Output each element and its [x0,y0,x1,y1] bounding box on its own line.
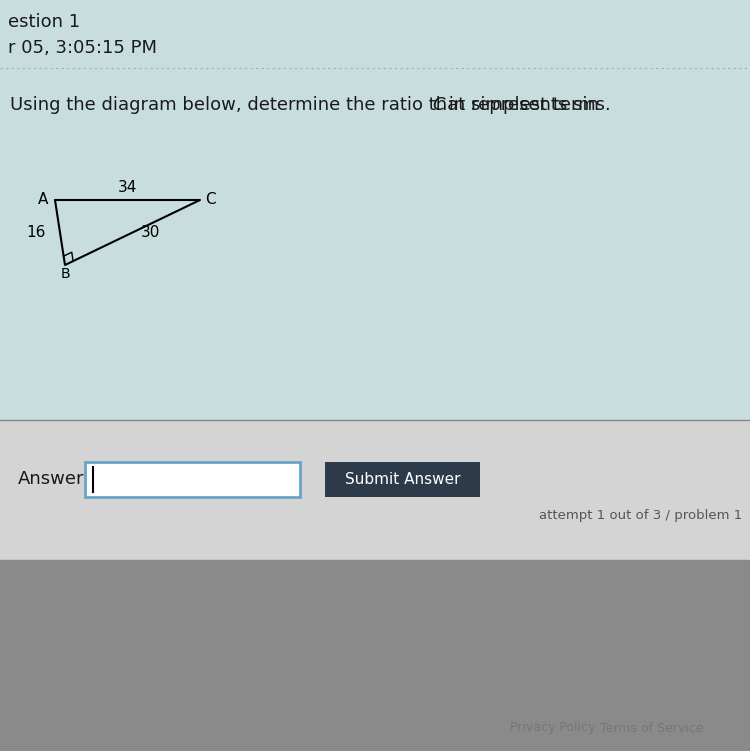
Text: attempt 1 out of 3 / problem 1: attempt 1 out of 3 / problem 1 [538,508,742,521]
Bar [0,560,750,751]
Text: 30: 30 [140,225,160,240]
Text: in simplest terms.: in simplest terms. [443,96,610,114]
Text: 16: 16 [27,225,46,240]
Text: B: B [60,267,70,281]
Text: Using the diagram below, determine the ratio that represents sin: Using the diagram below, determine the r… [10,96,604,114]
Text: A: A [38,192,48,207]
Bar [85,462,300,496]
Text: r 05, 3:05:15 PM: r 05, 3:05:15 PM [8,39,157,57]
Text: Privacy Policy: Privacy Policy [510,722,596,734]
Text: Answer:: Answer: [18,470,90,488]
Text: estion 1: estion 1 [8,13,80,31]
Text: 34: 34 [118,180,137,195]
Bar [0,420,750,560]
Bar [325,462,480,496]
Text: Submit Answer: Submit Answer [345,472,460,487]
Text: Terms of Service: Terms of Service [600,722,703,734]
Text: $\mathit{C}$: $\mathit{C}$ [432,96,446,114]
Text: C: C [205,192,216,207]
Bar [0,0,750,420]
